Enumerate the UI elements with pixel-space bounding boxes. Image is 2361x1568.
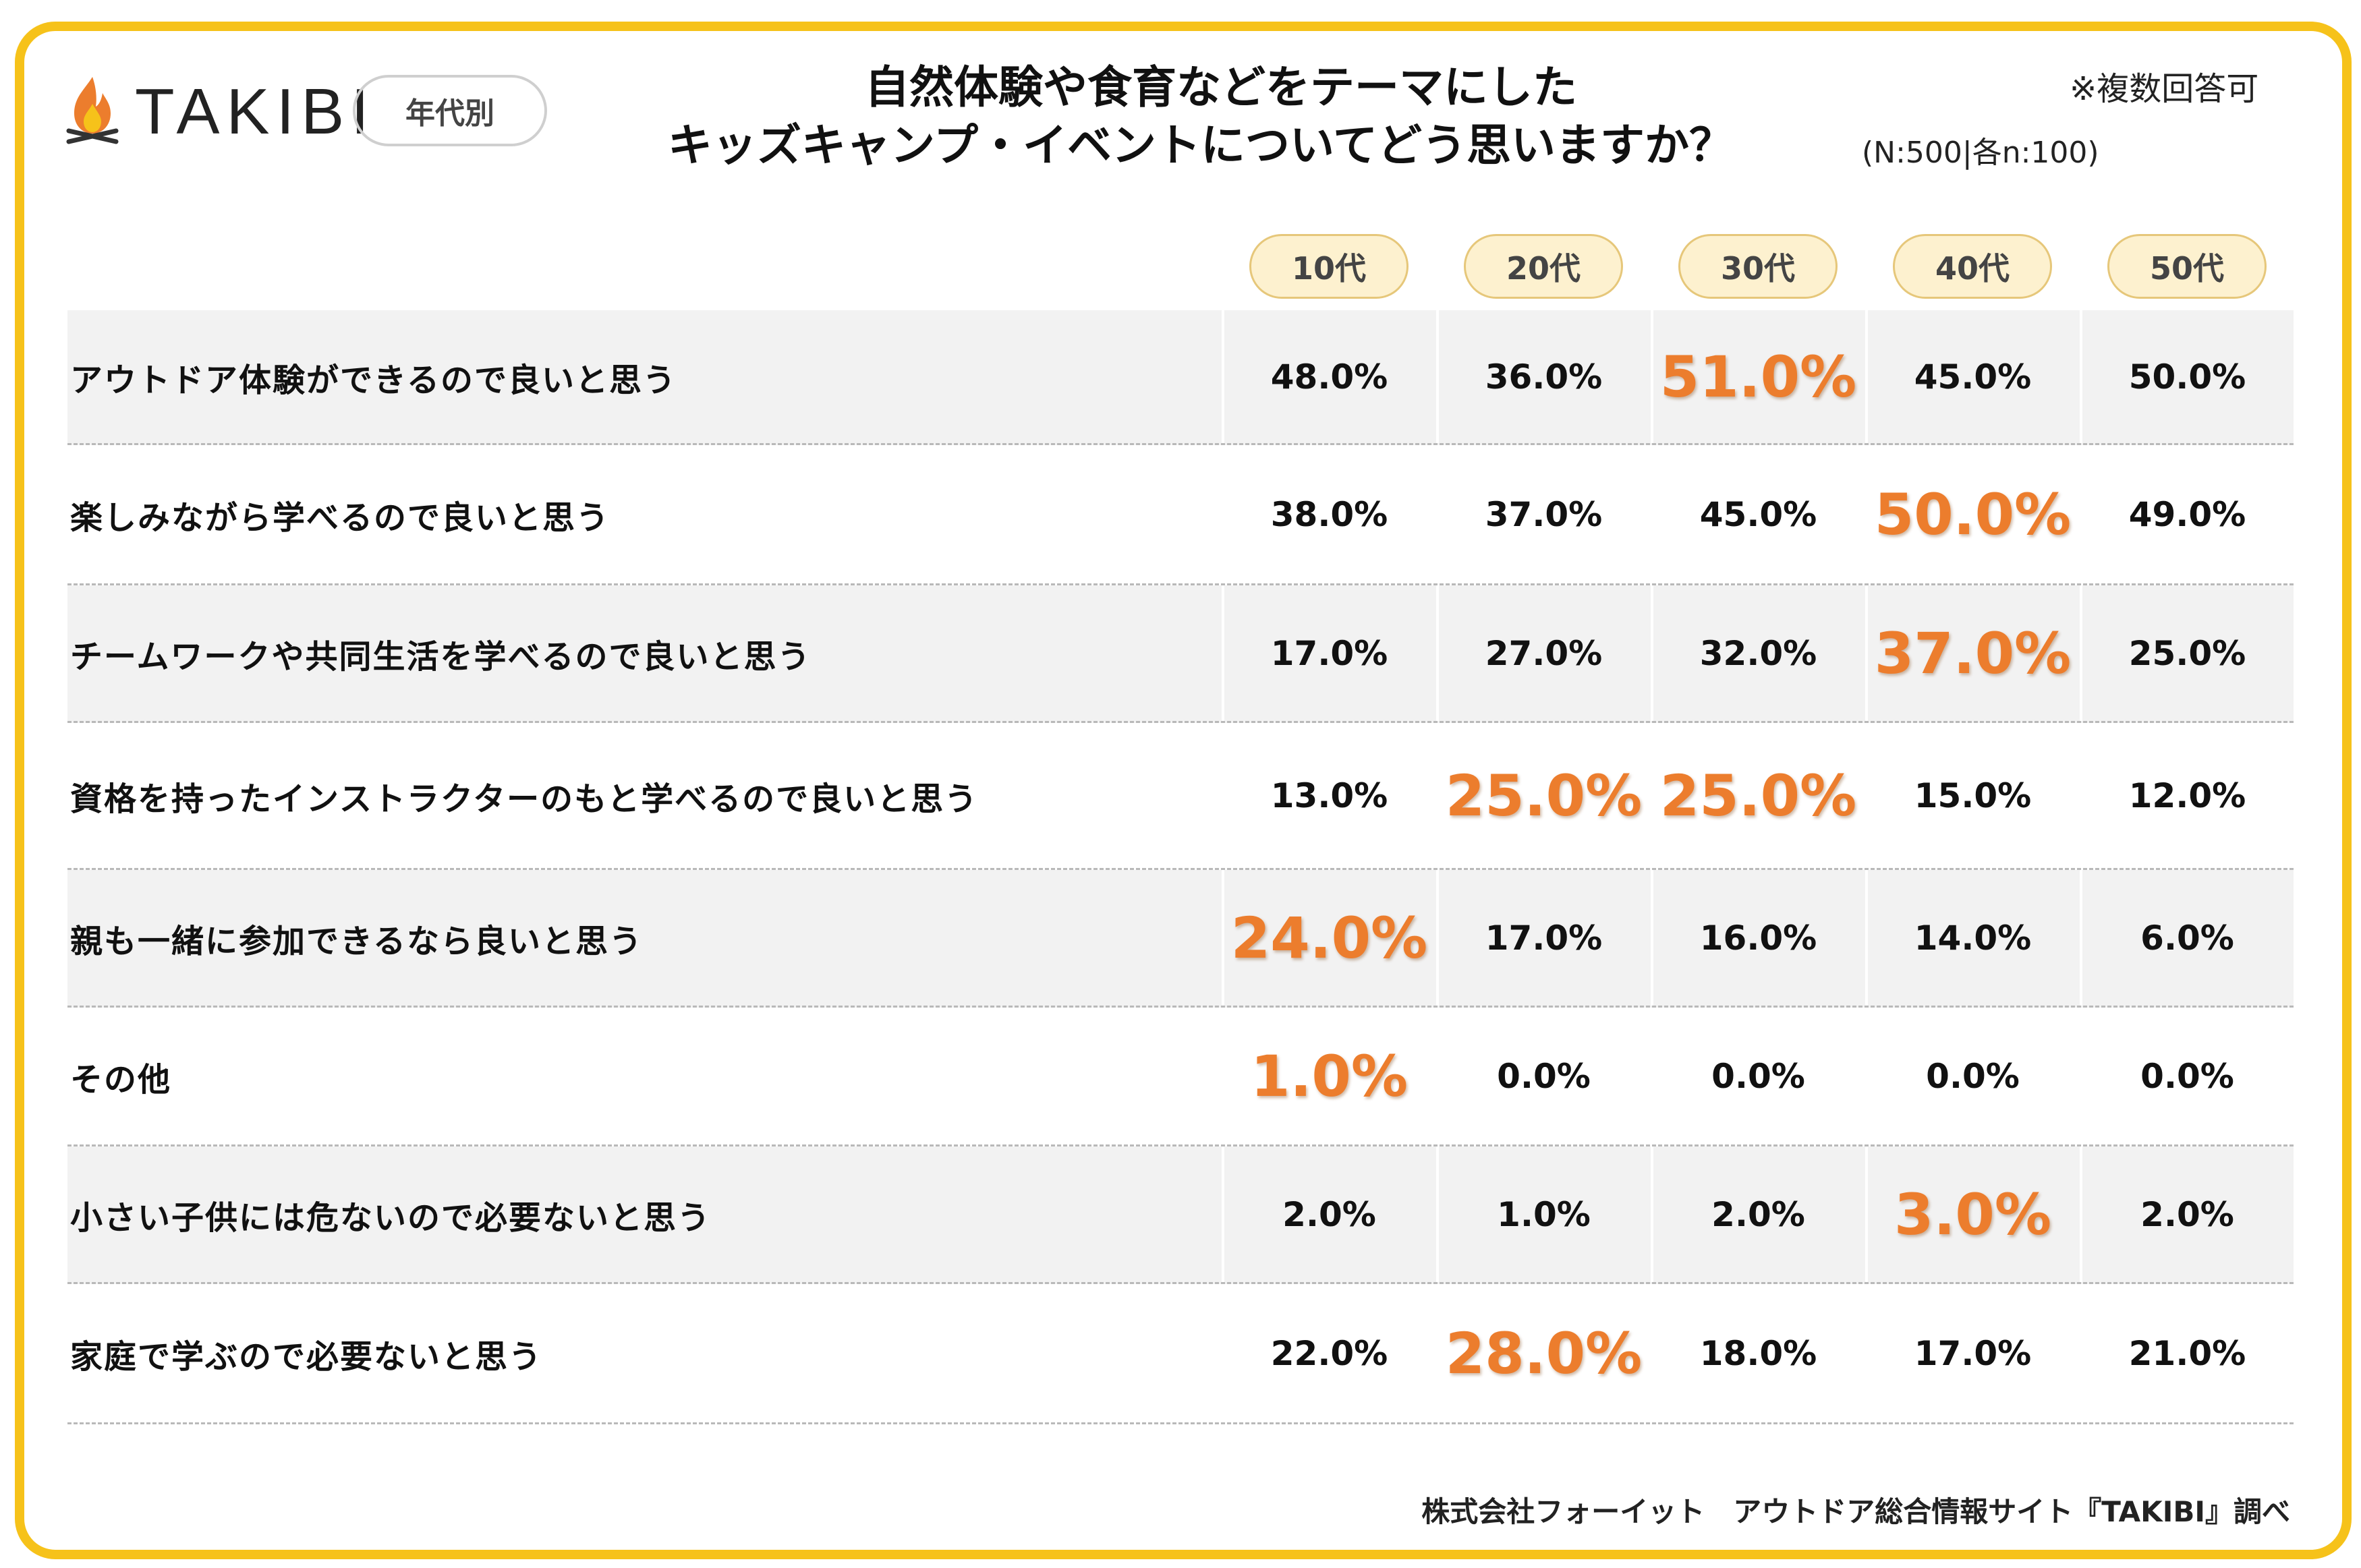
sample-size-note: (N:500|各n:100) bbox=[1862, 136, 2099, 170]
highlighted-value-cell: 37.0% bbox=[1874, 620, 2072, 687]
row-label: 家庭で学ぶので必要ないと思う bbox=[70, 1337, 543, 1376]
value-cell: 0.0% bbox=[1926, 1056, 2020, 1096]
column-separator bbox=[1865, 585, 1868, 721]
column-header: 10代 bbox=[1249, 234, 1409, 299]
value-cell: 48.0% bbox=[1270, 357, 1388, 397]
chart-title-line-2: キッズキャンプ・イベントについてどう思いますか？ bbox=[668, 119, 1734, 171]
campfire-icon bbox=[66, 77, 119, 144]
highlighted-value-cell: 28.0% bbox=[1445, 1320, 1643, 1387]
column-separator bbox=[1436, 870, 1439, 1006]
value-cell: 0.0% bbox=[1711, 1056, 1805, 1096]
column-header: 20代 bbox=[1464, 234, 1623, 299]
multi-answer-note: ※複数回答可 bbox=[2070, 70, 2259, 108]
column-separator bbox=[1651, 310, 1653, 443]
value-cell: 50.0% bbox=[2128, 357, 2246, 397]
column-separator bbox=[1436, 585, 1439, 721]
column-separator bbox=[2080, 310, 2082, 443]
column-separator bbox=[2080, 1146, 2082, 1282]
column-separator bbox=[2080, 585, 2082, 721]
value-cell: 16.0% bbox=[1699, 918, 1817, 958]
value-cell: 45.0% bbox=[1699, 494, 1817, 534]
column-separator bbox=[1651, 870, 1653, 1006]
table-row: アウトドア体験ができるので良いと思う 48.0% 36.0% 51.0% 45.0% 50… bbox=[67, 310, 2294, 445]
highlighted-value-cell: 25.0% bbox=[1445, 762, 1643, 829]
segment-label: 年代別 bbox=[353, 75, 547, 146]
value-cell: 17.0% bbox=[1270, 633, 1388, 673]
value-cell: 21.0% bbox=[2128, 1333, 2246, 1373]
row-label: 親も一緒に参加できるなら良いと思う bbox=[70, 922, 644, 960]
highlighted-value-cell: 24.0% bbox=[1230, 904, 1428, 971]
highlighted-value-cell: 51.0% bbox=[1659, 343, 1857, 410]
value-cell: 38.0% bbox=[1270, 494, 1388, 534]
value-cell: 17.0% bbox=[1914, 1333, 2032, 1373]
value-cell: 36.0% bbox=[1485, 357, 1603, 397]
value-cell: 45.0% bbox=[1914, 357, 2032, 397]
value-cell: 37.0% bbox=[1485, 494, 1603, 534]
table-row: 家庭で学ぶので必要ないと思う 22.0% 28.0% 18.0% 17.0% 21.0% bbox=[67, 1284, 2294, 1424]
value-cell: 17.0% bbox=[1485, 918, 1603, 958]
value-cell: 13.0% bbox=[1270, 776, 1388, 815]
table-row: 資格を持ったインストラクターのもと学べるので良いと思う 13.0% 25.0% 25.… bbox=[67, 723, 2294, 870]
highlighted-value-cell: 50.0% bbox=[1874, 481, 2072, 548]
value-cell: 12.0% bbox=[2128, 776, 2246, 815]
column-header: 30代 bbox=[1678, 234, 1838, 299]
column-separator bbox=[1436, 310, 1439, 443]
column-separator bbox=[1865, 1146, 1868, 1282]
value-cell: 25.0% bbox=[2128, 633, 2246, 673]
row-label: 資格を持ったインストラクターのもと学べるので良いと思う bbox=[70, 780, 979, 818]
column-separator bbox=[1222, 1146, 1224, 1282]
value-cell: 6.0% bbox=[2140, 918, 2234, 958]
row-label: アウトドア体験ができるので良いと思う bbox=[70, 361, 677, 399]
table-row: チームワークや共同生活を学べるので良いと思う 17.0% 27.0% 32.0% 37.… bbox=[67, 585, 2294, 723]
table-row: 親も一緒に参加できるなら良いと思う 24.0% 17.0% 16.0% 14.0% 6.0… bbox=[67, 870, 2294, 1008]
table-row: その他 1.0% 0.0% 0.0% 0.0% 0.0% bbox=[67, 1008, 2294, 1146]
chart-title-line-1: 自然体験や食育などをテーマにした bbox=[865, 61, 1577, 113]
row-label: チームワークや共同生活を学べるので良いと思う bbox=[70, 637, 812, 676]
value-cell: 32.0% bbox=[1699, 633, 1817, 673]
column-separator bbox=[1436, 1146, 1439, 1282]
column-header: 40代 bbox=[1893, 234, 2052, 299]
value-cell: 27.0% bbox=[1485, 633, 1603, 673]
source-credit: 株式会社フォーイット アウトドア総合情報サイト『TAKIBI』調べ bbox=[1421, 1495, 2290, 1528]
logo-text: TAKIBI bbox=[135, 76, 376, 148]
column-separator bbox=[2080, 870, 2082, 1006]
highlighted-value-cell: 1.0% bbox=[1251, 1043, 1408, 1109]
column-separator bbox=[1222, 585, 1224, 721]
column-separator bbox=[1865, 310, 1868, 443]
column-separator bbox=[1651, 1146, 1653, 1282]
row-label: 小さい子供には危ないので必要ないと思う bbox=[70, 1198, 712, 1237]
row-label: 楽しみながら学べるので良いと思う bbox=[70, 498, 610, 537]
value-cell: 0.0% bbox=[2140, 1056, 2234, 1096]
value-cell: 2.0% bbox=[1711, 1194, 1805, 1234]
row-label: その他 bbox=[70, 1060, 172, 1099]
value-cell: 14.0% bbox=[1914, 918, 2032, 958]
column-separator bbox=[1222, 870, 1224, 1006]
value-cell: 2.0% bbox=[2140, 1194, 2234, 1234]
highlighted-value-cell: 3.0% bbox=[1894, 1181, 2051, 1248]
column-separator bbox=[1865, 870, 1868, 1006]
highlighted-value-cell: 25.0% bbox=[1659, 762, 1857, 829]
value-cell: 49.0% bbox=[2128, 494, 2246, 534]
table-row: 小さい子供には危ないので必要ないと思う 2.0% 1.0% 2.0% 3.0% 2.0% bbox=[67, 1146, 2294, 1284]
column-separator bbox=[1222, 310, 1224, 443]
value-cell: 1.0% bbox=[1497, 1194, 1591, 1234]
takibi-logo: TAKIBI bbox=[65, 74, 376, 150]
column-header: 50代 bbox=[2107, 234, 2267, 299]
column-separator bbox=[1651, 585, 1653, 721]
value-cell: 18.0% bbox=[1699, 1333, 1817, 1373]
value-cell: 2.0% bbox=[1282, 1194, 1376, 1234]
table-row: 楽しみながら学べるので良いと思う 38.0% 37.0% 45.0% 50.0% 49.0… bbox=[67, 445, 2294, 585]
value-cell: 0.0% bbox=[1497, 1056, 1591, 1096]
value-cell: 22.0% bbox=[1270, 1333, 1388, 1373]
value-cell: 15.0% bbox=[1914, 776, 2032, 815]
